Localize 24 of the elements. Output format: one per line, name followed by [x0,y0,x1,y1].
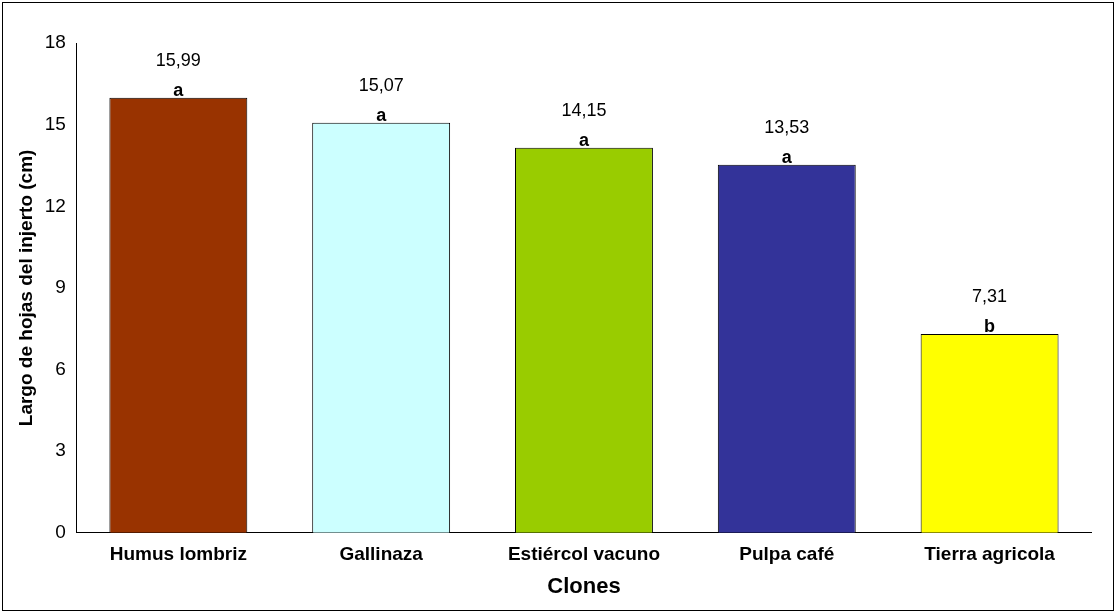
annotation: b [984,315,996,336]
x-tick-label: Humus lombriz [109,543,247,565]
x-tick-label: Gallinaza [339,543,424,565]
y-tick-label: 0 [55,521,66,543]
data-label: 7,31 [972,285,1008,306]
y-axis-title: Largo de hojas del injerto (cm) [14,149,36,427]
data-label: 15,07 [358,74,404,95]
data-label: 15,99 [155,49,201,70]
annotation: a [173,79,185,100]
data-label: 14,15 [561,99,607,120]
y-tick-label: 15 [44,112,66,134]
data-label: 13,53 [764,116,810,137]
x-tick-label: Pulpa café [739,543,835,565]
x-tick-label: Tierra agricola [924,543,1056,565]
y-tick-label: 9 [55,276,66,298]
y-tick-label: 3 [55,439,66,461]
x-tick-label: Estiércol vacuno [507,543,660,565]
y-tick-label: 12 [44,194,66,216]
annotation: a [578,129,590,150]
annotation: a [781,146,793,167]
annotation: a [376,104,388,125]
y-tick-label: 18 [44,31,66,53]
x-axis-title: Clones [547,572,621,598]
y-tick-label: 6 [55,357,66,379]
